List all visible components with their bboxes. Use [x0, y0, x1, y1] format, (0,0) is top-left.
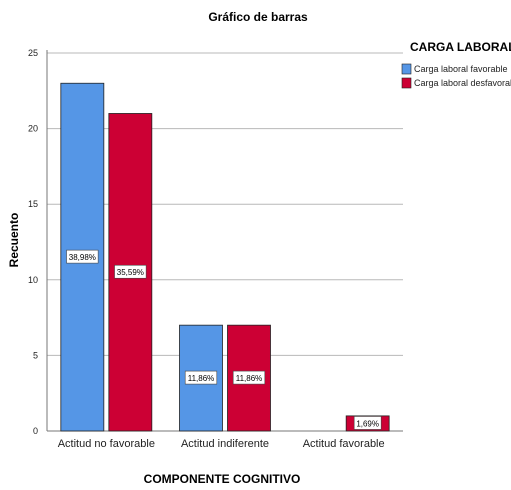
data-label-box: [184, 370, 218, 385]
legend-entry: Carga laboral favorable: [414, 64, 508, 74]
data-label: 35,59%: [117, 268, 144, 277]
x-category-label: Actitud indiferente: [181, 438, 269, 450]
data-label-box: [353, 416, 382, 430]
data-label: 38,98%: [69, 253, 96, 262]
data-label: 11,86%: [188, 374, 215, 383]
y-tick-label: 10: [28, 275, 38, 285]
legend: CARGA LABORAL Carga laboral favorableCar…: [401, 40, 511, 89]
legend-title: CARGA LABORAL: [410, 40, 511, 54]
gridlines: [47, 52, 403, 356]
y-tick-label: 25: [28, 48, 38, 58]
data-label: 11,86%: [236, 374, 263, 383]
y-axis-title: Recuento: [7, 213, 21, 268]
legend-swatch: [401, 77, 412, 89]
data-label-box: [232, 370, 266, 385]
data-label-box: [66, 249, 99, 264]
y-tick-labels: 0 5 10 15 20 25: [28, 48, 38, 436]
data-label-box: [114, 264, 147, 279]
y-tick-label: 5: [33, 350, 38, 360]
bars: [60, 82, 390, 432]
legend-entry: Carga laboral desfavorable: [414, 78, 511, 88]
legend-items: Carga laboral favorable Carga laboral des…: [401, 63, 511, 89]
chart-title: Gráfico de barras: [208, 10, 308, 24]
x-category-label: Actitud favorable: [303, 438, 385, 450]
data-label: 1,69%: [356, 419, 379, 428]
y-tick-label: 20: [28, 124, 38, 134]
y-tick-label: 15: [28, 199, 38, 209]
x-axis-title: COMPONENTE COGNITIVO: [144, 472, 301, 485]
x-category-labels: Actitud no favorable Actitud indiferente A…: [58, 438, 385, 450]
y-tick-label: 0: [33, 426, 38, 436]
legend-swatch: [401, 63, 412, 75]
data-labels: 38,98% 35,59% 11,86% 11,86% 1,69%: [66, 249, 382, 430]
x-category-label: Actitud no favorable: [58, 438, 155, 450]
